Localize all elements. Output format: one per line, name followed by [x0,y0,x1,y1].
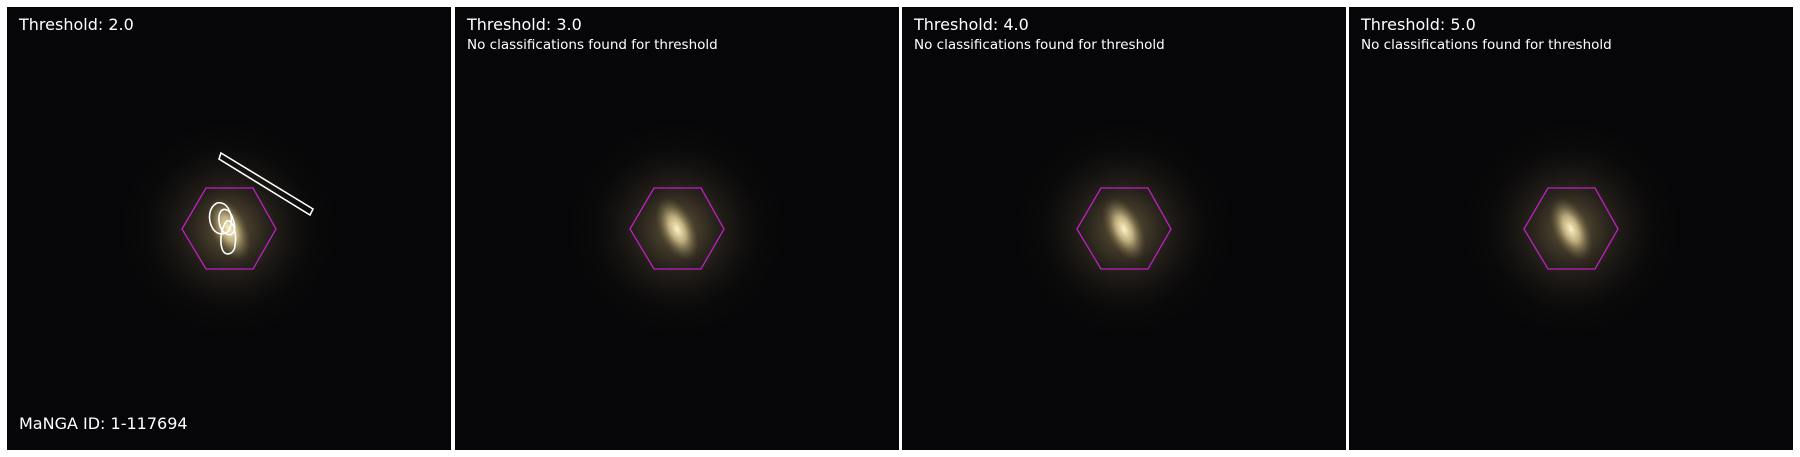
classification-contour [208,151,315,255]
galaxy-image [455,7,899,450]
ifu-hexagon-outline [1076,187,1172,270]
image-panel-threshold-4: Threshold: 4.0 No classifications found … [902,7,1346,450]
panel-note: No classifications found for threshold [1361,37,1612,53]
galaxy-image [7,7,451,450]
panel-note: No classifications found for threshold [914,37,1165,53]
galaxy-image [1349,7,1793,450]
ifu-hexagon-outline [1523,187,1619,270]
panel-note: No classifications found for threshold [467,37,718,53]
panel-title: Threshold: 5.0 [1361,15,1476,34]
image-panel-threshold-2: Threshold: 2.0 MaNGA ID: 1-117694 [7,7,451,450]
ifu-hexagon-outline [181,187,277,270]
panel-title: Threshold: 4.0 [914,15,1029,34]
panel-title: Threshold: 3.0 [467,15,582,34]
galaxy-image [902,7,1346,450]
ifu-hexagon-outline [629,187,725,270]
panel-title: Threshold: 2.0 [19,15,134,34]
image-panel-threshold-3: Threshold: 3.0 No classifications found … [455,7,899,450]
image-panel-threshold-5: Threshold: 5.0 No classifications found … [1349,7,1793,450]
manga-id-label: MaNGA ID: 1-117694 [19,414,188,433]
